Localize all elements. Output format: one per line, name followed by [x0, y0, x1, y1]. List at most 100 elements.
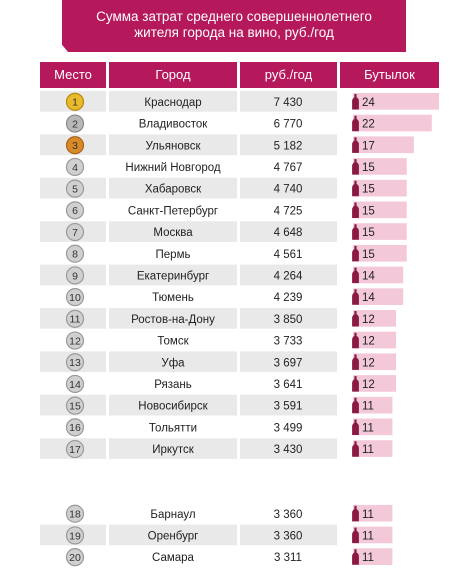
bottles-bar	[353, 310, 396, 327]
city-name: Уфа	[161, 357, 185, 369]
chart-title-line-2: жителя города на вино, руб./год	[134, 25, 334, 40]
bottles-value: 11	[362, 530, 374, 542]
rub-value: 3 591	[274, 401, 303, 413]
bottles-bar	[353, 418, 393, 436]
rub-value: 4 264	[274, 270, 303, 282]
bottles-bar	[353, 244, 407, 262]
rank-circle-icon	[65, 548, 85, 567]
wine-bottle-icon	[352, 115, 359, 132]
rank-number: 5	[72, 183, 78, 195]
rank-circle-icon	[65, 396, 85, 415]
city-name: Краснодар	[144, 97, 201, 109]
rank-number: 20	[69, 552, 81, 564]
city-name: Хабаровск	[145, 184, 202, 196]
bottles-bar	[353, 114, 432, 132]
rub-value: 3 641	[274, 379, 303, 391]
row-shade-rub	[240, 524, 337, 546]
rub-value: 3 360	[274, 530, 303, 542]
wine-bottle-icon	[352, 419, 359, 436]
row-shade-city	[109, 351, 237, 373]
rank-number: 18	[69, 509, 81, 521]
wine-bottle-icon	[352, 245, 359, 262]
bottles-value: 11	[362, 401, 374, 413]
bottles-value: 12	[362, 314, 375, 326]
wine-bottle-icon	[352, 289, 359, 305]
row-shade-city	[109, 134, 237, 156]
city-name: Ростов-на-Дону	[131, 314, 215, 326]
row-shade-rub	[240, 394, 337, 416]
rank-circle-icon	[65, 266, 85, 285]
bottles-bar	[353, 288, 404, 305]
city-name: Томск	[157, 336, 189, 348]
row-shade-rub	[240, 91, 337, 112]
row-shade-city	[109, 91, 237, 112]
bottles-value: 15	[362, 162, 375, 174]
bottles-bar	[353, 223, 407, 240]
rub-value: 7 430	[274, 97, 303, 109]
header-city: Город	[109, 62, 237, 88]
row-shade-rub	[240, 221, 337, 242]
city-name: Нижний Новгород	[125, 162, 221, 174]
header-bottles: Бутылок	[340, 62, 439, 88]
bottles-bar	[353, 93, 439, 110]
rank-circle-icon	[65, 201, 85, 220]
rub-value: 3 430	[274, 444, 303, 456]
rank-number: 2	[72, 118, 78, 130]
bottles-bar	[353, 201, 407, 219]
bottles-value: 11	[362, 444, 374, 456]
bottles-value: 15	[362, 227, 375, 239]
bottles-value: 17	[362, 140, 375, 152]
city-name: Москва	[153, 227, 193, 239]
bottles-value: 11	[362, 552, 374, 564]
bottles-value: 24	[362, 97, 375, 109]
bottles-value: 14	[362, 292, 375, 304]
wine-bottle-icon	[352, 224, 359, 240]
wine-bottle-icon	[352, 441, 359, 457]
rank-circle-icon	[65, 353, 85, 372]
rank-number: 16	[69, 422, 81, 434]
rank-circle-icon	[65, 439, 85, 459]
bottles-bar	[353, 266, 404, 284]
rub-value: 3 850	[274, 314, 303, 326]
rank-number: 6	[72, 205, 78, 217]
rank-circle-icon	[65, 244, 85, 263]
wine-bottle-icon	[352, 397, 359, 414]
row-shade-rub	[240, 177, 337, 199]
rank-number: 9	[72, 270, 78, 282]
bottles-value: 12	[362, 379, 375, 391]
rank-number: 19	[69, 530, 81, 542]
rank-number: 15	[69, 400, 81, 412]
rub-value: 4 725	[274, 205, 303, 217]
city-name: Иркутск	[152, 444, 194, 456]
rub-value: 3 733	[274, 336, 303, 348]
bottles-bar	[353, 526, 393, 544]
rub-value: 4 561	[274, 249, 303, 261]
rub-value: 3 360	[274, 509, 303, 521]
rub-value: 5 182	[274, 140, 303, 152]
wine-bottle-icon	[352, 354, 359, 370]
wine-bottle-icon	[352, 505, 359, 522]
rank-number: 14	[69, 379, 81, 391]
row-shade-rub	[240, 134, 337, 156]
bottles-bar	[353, 136, 414, 154]
rank-number: 17	[69, 444, 81, 456]
bottles-bar	[353, 331, 396, 349]
bottles-value: 12	[362, 336, 375, 348]
bottles-value: 11	[362, 509, 374, 521]
rank-number: 1	[72, 97, 78, 109]
rank-circle-icon	[65, 418, 85, 437]
wine-bottle-icon	[352, 267, 359, 284]
wine-bottle-icon	[352, 202, 359, 218]
rank-number: 11	[70, 314, 81, 326]
rank-circle-icon	[65, 157, 85, 177]
city-name: Оренбург	[148, 530, 199, 542]
wine-bottle-icon	[352, 311, 359, 327]
header-rank: Место	[40, 62, 106, 88]
row-shade-city	[109, 221, 237, 242]
rank-circle-icon	[65, 504, 85, 523]
rank-number: 10	[69, 292, 81, 304]
title-banner: Сумма затрат среднего совершеннолетнего …	[62, 0, 406, 52]
bottles-value: 14	[362, 270, 375, 282]
bottles-value: 11	[362, 422, 374, 434]
wine-bottle-icon	[352, 180, 359, 197]
